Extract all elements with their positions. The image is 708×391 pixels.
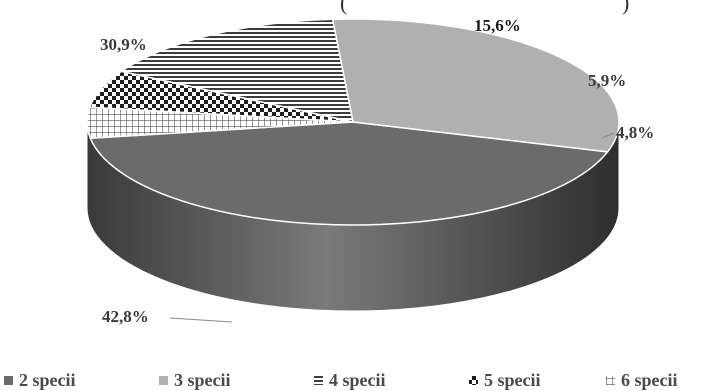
pie-top	[86, 18, 620, 226]
pie-slice-6-specii	[86, 106, 354, 140]
legend-swatch-3-specii	[159, 376, 168, 385]
legend-label-3-specii: 3 specii	[174, 370, 231, 390]
legend-label-4-specii: 4 specii	[329, 370, 386, 390]
legend-label-6-specii: 6 specii	[621, 370, 678, 390]
title-left-paren: (	[340, 0, 347, 15]
data-label-5-specii: 5,9%	[588, 71, 626, 90]
data-label-4-specii: 15,6%	[474, 16, 521, 35]
legend-swatch-4-specii	[314, 376, 323, 385]
leader-line-2-specii	[169, 317, 233, 323]
legend-swatch-5-specii	[469, 376, 478, 385]
pie-slice-4-specii	[119, 18, 354, 123]
leader-line-6-specii	[601, 132, 615, 139]
legend-label-5-specii: 5 specii	[484, 370, 541, 390]
legend-swatch-2-specii	[4, 376, 13, 385]
legend-swatch-6-specii	[606, 376, 615, 385]
leader-lines	[169, 132, 615, 323]
legend: 2 specii 3 specii 4 specii 5 specii 6 sp…	[4, 370, 678, 390]
title-right-paren: )	[622, 0, 629, 15]
pie-slice-3-specii	[331, 18, 620, 153]
pie-slice-2-specii	[89, 121, 610, 226]
data-label-6-specii: 4,8%	[616, 123, 654, 142]
data-label-2-specii: 42,8%	[102, 307, 149, 326]
legend-label-2-specii: 2 specii	[19, 370, 76, 390]
data-label-3-specii: 30,9%	[100, 35, 147, 54]
